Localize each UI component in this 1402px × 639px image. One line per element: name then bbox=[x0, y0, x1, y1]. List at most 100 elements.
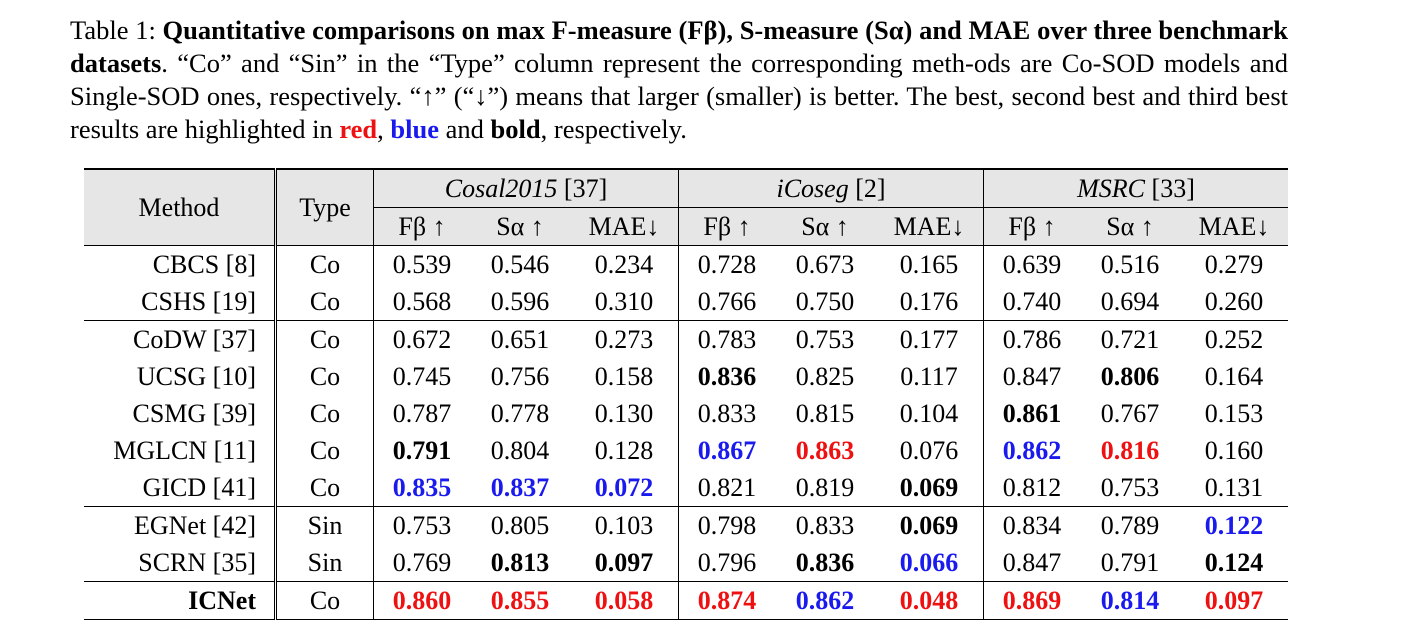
cell-value: 0.833 bbox=[795, 510, 855, 540]
cell-value: 0.568 bbox=[373, 283, 470, 321]
cell-value: 0.694 bbox=[1080, 283, 1180, 321]
cell-value: 0.862 bbox=[1002, 435, 1062, 465]
cell-value: 0.815 bbox=[795, 398, 855, 428]
cell-value: 0.740 bbox=[983, 283, 1080, 321]
cell-value: 0.672 bbox=[392, 324, 452, 354]
cell-type: Sin bbox=[275, 506, 374, 544]
metric-f: Fβ ↑ bbox=[678, 207, 775, 246]
cell-value: 0.122 bbox=[1204, 510, 1264, 540]
cell-value: 0.783 bbox=[697, 324, 757, 354]
cell-value: 0.176 bbox=[875, 283, 984, 321]
header-type: Type bbox=[275, 168, 374, 246]
cell-value: 0.753 bbox=[392, 510, 452, 540]
header-dataset-icoseg: iCoseg [2] bbox=[678, 168, 984, 208]
table-row: CBCS [8] Co 0.539 0.546 0.234 0.728 0.673 0.165… bbox=[84, 245, 1288, 283]
cell-value: 0.796 bbox=[678, 544, 775, 582]
cell-value: 0.153 bbox=[1204, 398, 1264, 428]
cell-value: 0.252 bbox=[1204, 324, 1264, 354]
dataset-ref: [37] bbox=[557, 173, 608, 203]
cell-value: 0.769 bbox=[373, 544, 470, 582]
cell-value: 0.069 bbox=[875, 469, 984, 507]
cell-value: 0.786 bbox=[1002, 324, 1062, 354]
cell-value: 0.273 bbox=[570, 320, 679, 358]
cell-method: EGNet [42] bbox=[84, 506, 277, 544]
caption-text: . “Co” and “Sin” in the “Type” column re… bbox=[70, 48, 1288, 144]
cell-value: 0.516 bbox=[1100, 249, 1160, 279]
table-row: SCRN [35] Sin 0.769 0.813 0.097 0.796 0.836 0.0… bbox=[84, 544, 1288, 582]
cell-value: 0.721 bbox=[1100, 324, 1160, 354]
metric-f: Fβ ↑ bbox=[373, 207, 470, 246]
cell-value: 0.860 bbox=[373, 581, 470, 620]
cell-value: 0.837 bbox=[470, 469, 570, 507]
cell-value: 0.745 bbox=[392, 361, 452, 391]
cell-value: 0.787 bbox=[392, 398, 452, 428]
cell-value: 0.076 bbox=[875, 432, 984, 469]
cell-value: 0.766 bbox=[678, 283, 775, 321]
metric-mae: MAE↓ bbox=[1180, 207, 1288, 246]
dataset-ref: [33] bbox=[1145, 173, 1195, 203]
cell-value: 0.279 bbox=[1204, 249, 1264, 279]
table-row: UCSG [10] Co 0.745 0.756 0.158 0.836 0.825 0.11… bbox=[84, 358, 1288, 395]
cell-type: Co bbox=[275, 581, 374, 620]
metric-f: Fβ ↑ bbox=[983, 207, 1080, 246]
cell-value: 0.651 bbox=[490, 324, 550, 354]
cell-value: 0.833 bbox=[697, 398, 757, 428]
cell-value: 0.103 bbox=[570, 506, 679, 544]
cell-value: 0.160 bbox=[1204, 435, 1264, 465]
cell-value: 0.791 bbox=[1080, 544, 1180, 582]
metric-mae: MAE↓ bbox=[570, 207, 679, 246]
cell-type: Co bbox=[275, 245, 374, 283]
cell-value: 0.805 bbox=[490, 510, 550, 540]
table-row: CSMG [39] Co 0.787 0.778 0.130 0.833 0.815 0.10… bbox=[84, 395, 1288, 432]
cell-method: SCRN [35] bbox=[84, 544, 277, 582]
results-table-wrapper: Method Type Cosal2015 [37] iCoseg [2] MS… bbox=[84, 168, 1288, 620]
cell-value: 0.855 bbox=[470, 581, 570, 620]
dataset-name: Cosal2015 bbox=[444, 173, 558, 203]
metric-s: Sα ↑ bbox=[470, 207, 570, 246]
cell-value: 0.158 bbox=[570, 358, 679, 395]
cell-method: CSHS [19] bbox=[84, 283, 277, 321]
cell-value: 0.814 bbox=[1080, 581, 1180, 620]
cell-value: 0.836 bbox=[775, 544, 875, 582]
cell-value: 0.767 bbox=[1100, 398, 1160, 428]
metric-s: Sα ↑ bbox=[1080, 207, 1180, 246]
table-body: CBCS [8] Co 0.539 0.546 0.234 0.728 0.673 0.165… bbox=[84, 245, 1288, 620]
cell-value: 0.058 bbox=[570, 581, 679, 620]
cell-value: 0.260 bbox=[1180, 283, 1288, 321]
cell-value: 0.596 bbox=[470, 283, 570, 321]
cell-value: 0.836 bbox=[697, 361, 757, 391]
cell-value: 0.847 bbox=[983, 544, 1080, 582]
caption-label: Table 1: bbox=[70, 15, 156, 45]
table-row: EGNet [42] Sin 0.753 0.805 0.103 0.798 0.833 0.… bbox=[84, 506, 1288, 544]
cell-value: 0.756 bbox=[490, 361, 550, 391]
cell-value: 0.821 bbox=[678, 469, 775, 507]
cell-method: CoDW [37] bbox=[84, 320, 277, 358]
header-dataset-msrc: MSRC [33] bbox=[983, 168, 1288, 208]
cell-value: 0.097 bbox=[570, 544, 679, 582]
dataset-ref: [2] bbox=[848, 173, 886, 203]
cell-method: CBCS [8] bbox=[84, 245, 277, 283]
cell-value: 0.813 bbox=[470, 544, 570, 582]
cell-value: 0.819 bbox=[775, 469, 875, 507]
header-dataset-cosal2015: Cosal2015 [37] bbox=[373, 168, 679, 208]
cell-value: 0.869 bbox=[983, 581, 1080, 620]
cell-type: Co bbox=[275, 469, 374, 507]
cell-value: 0.874 bbox=[678, 581, 775, 620]
cell-type: Co bbox=[275, 395, 374, 432]
cell-value: 0.753 bbox=[795, 324, 855, 354]
dataset-name: iCoseg bbox=[776, 173, 849, 203]
cell-value: 0.825 bbox=[795, 361, 855, 391]
cell-value: 0.639 bbox=[1002, 249, 1062, 279]
cell-method: UCSG [10] bbox=[84, 358, 277, 395]
header-row-metrics: Fβ ↑ Sα ↑ MAE↓ Fβ ↑ Sα ↑ MAE↓ Fβ ↑ Sα ↑ … bbox=[84, 207, 1288, 246]
caption-end: , respectively. bbox=[540, 114, 687, 144]
cell-value: 0.234 bbox=[570, 245, 679, 283]
results-table: Method Type Cosal2015 [37] iCoseg [2] MS… bbox=[84, 168, 1288, 620]
cell-value: 0.816 bbox=[1100, 435, 1160, 465]
cell-value: 0.861 bbox=[1002, 398, 1062, 428]
cell-value: 0.673 bbox=[795, 249, 855, 279]
cell-value: 0.164 bbox=[1204, 361, 1264, 391]
cell-value: 0.834 bbox=[1002, 510, 1062, 540]
cell-value: 0.066 bbox=[875, 544, 984, 582]
cell-method: CSMG [39] bbox=[84, 395, 277, 432]
